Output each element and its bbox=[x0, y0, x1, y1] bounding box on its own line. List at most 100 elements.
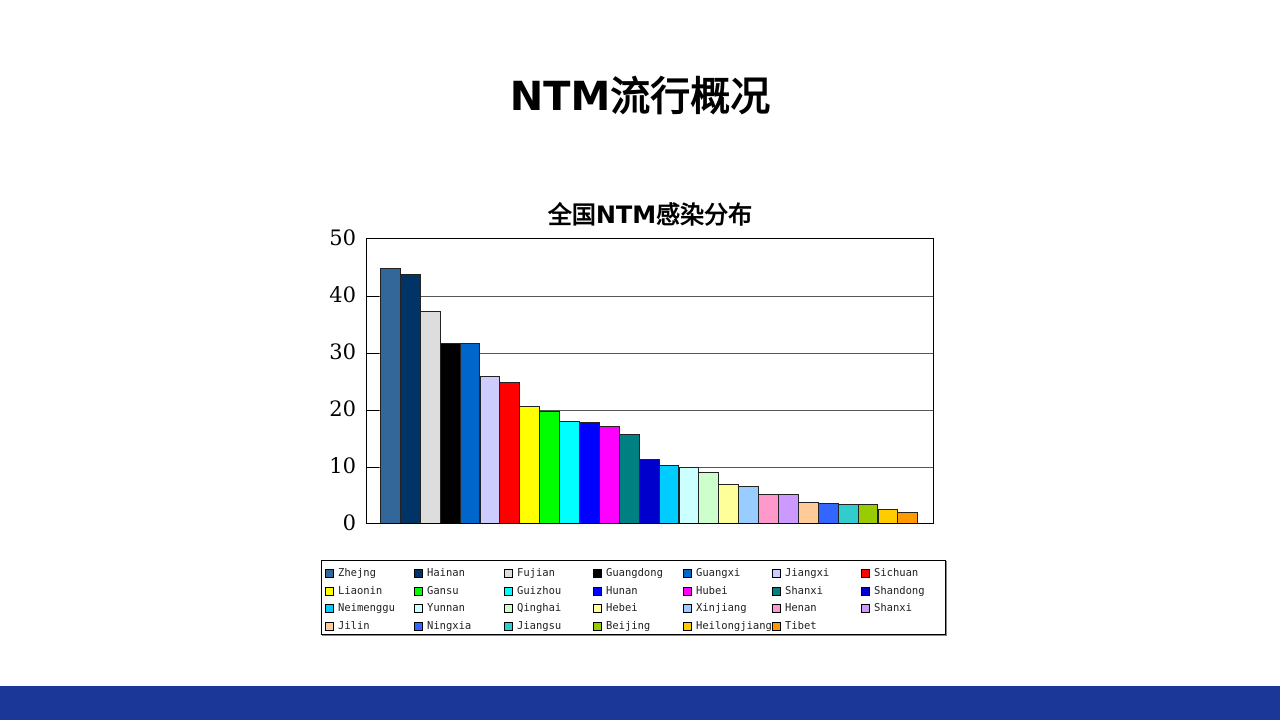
legend-item: Fujian bbox=[504, 566, 555, 580]
legend-item: Heilongjiang bbox=[683, 619, 772, 633]
bar-liaonin bbox=[519, 405, 541, 523]
y-axis-label: 40 bbox=[329, 283, 356, 307]
bar-hunan bbox=[579, 422, 600, 523]
bar-zhejng bbox=[380, 268, 401, 523]
y-axis-label: 20 bbox=[329, 397, 356, 421]
legend-swatch-icon bbox=[414, 621, 423, 631]
legend-item: Qinghai bbox=[504, 601, 561, 615]
legend-swatch-icon bbox=[683, 603, 692, 613]
y-tick bbox=[367, 353, 379, 354]
legend-label: Shanxi bbox=[785, 585, 823, 597]
bar-shanxi bbox=[618, 434, 640, 523]
gridline bbox=[367, 353, 933, 354]
legend-swatch-icon bbox=[593, 621, 602, 631]
legend-swatch-icon bbox=[772, 568, 781, 578]
legend-label: Jilin bbox=[338, 620, 370, 632]
legend-swatch-icon bbox=[325, 621, 334, 631]
legend-swatch-icon bbox=[504, 621, 513, 631]
legend-label: Yunnan bbox=[427, 602, 465, 614]
legend-item: Hebei bbox=[593, 601, 638, 615]
legend-label: Beijing bbox=[606, 620, 651, 632]
legend-label: Heilongjiang bbox=[696, 620, 772, 632]
legend-swatch-icon bbox=[861, 586, 870, 596]
gridline bbox=[367, 410, 933, 411]
legend-swatch-icon bbox=[772, 586, 781, 596]
legend-swatch-icon bbox=[414, 568, 423, 578]
bar-tibet bbox=[897, 512, 919, 523]
legend-label: Jiangxi bbox=[785, 567, 830, 579]
legend-label: Fujian bbox=[517, 567, 555, 579]
bar-henan bbox=[758, 493, 779, 523]
bar-qinghai bbox=[698, 471, 720, 523]
legend-swatch-icon bbox=[683, 586, 692, 596]
legend-item: Jiangxi bbox=[772, 566, 829, 580]
y-axis-label: 0 bbox=[342, 511, 356, 535]
bar-fujian bbox=[419, 310, 441, 523]
legend-swatch-icon bbox=[772, 621, 781, 631]
bar-yunnan bbox=[678, 467, 700, 523]
legend-swatch-icon bbox=[504, 586, 513, 596]
bar-sichuan bbox=[499, 381, 521, 523]
legend-item: Ningxia bbox=[414, 619, 471, 633]
legend-label: Liaonin bbox=[338, 585, 383, 597]
legend-swatch-icon bbox=[325, 568, 334, 578]
legend-swatch-icon bbox=[772, 603, 781, 613]
legend-item: Shandong bbox=[861, 584, 925, 598]
legend-label: Guangxi bbox=[696, 567, 741, 579]
legend-item: Guangdong bbox=[593, 566, 663, 580]
bar-shandong bbox=[638, 459, 660, 523]
legend-label: Ningxia bbox=[427, 620, 472, 632]
bar-hebei bbox=[718, 483, 740, 523]
legend-label: Jiangsu bbox=[517, 620, 562, 632]
bar-guizhou bbox=[559, 420, 580, 523]
legend-item: Hunan bbox=[593, 584, 638, 598]
plot-area bbox=[366, 238, 934, 524]
legend-swatch-icon bbox=[414, 586, 423, 596]
chart-title: 全国NTM感染分布 bbox=[547, 201, 753, 229]
legend-swatch-icon bbox=[325, 586, 334, 596]
slide-title: NTM流行概况 bbox=[509, 74, 771, 120]
legend-item: Jiangsu bbox=[504, 619, 561, 633]
legend-swatch-icon bbox=[325, 603, 334, 613]
legend-item: Guangxi bbox=[683, 566, 740, 580]
legend-item: Jilin bbox=[325, 619, 370, 633]
legend-item: Gansu bbox=[414, 584, 459, 598]
legend-swatch-icon bbox=[593, 586, 602, 596]
bar-guangxi bbox=[459, 342, 481, 523]
legend-item: Zhejng bbox=[325, 566, 376, 580]
bar-gansu bbox=[539, 410, 561, 523]
legend-item: Guizhou bbox=[504, 584, 561, 598]
bar-neimenggu bbox=[658, 465, 680, 523]
legend-swatch-icon bbox=[683, 568, 692, 578]
legend-item: Beijing bbox=[593, 619, 650, 633]
legend-swatch-icon bbox=[504, 568, 513, 578]
bar-guangdong bbox=[439, 342, 461, 523]
legend-item: Shanxi bbox=[772, 584, 823, 598]
legend-label: Shanxi bbox=[874, 602, 912, 614]
bar-jilin bbox=[797, 501, 819, 523]
legend-swatch-icon bbox=[861, 603, 870, 613]
legend-item: Xinjiang bbox=[683, 601, 747, 615]
y-tick bbox=[367, 410, 379, 411]
chart-legend: Zhejng Hainan Fujian Guangdong Guangxi Jiangx… bbox=[321, 560, 946, 635]
gridline bbox=[367, 296, 933, 297]
legend-item: Sichuan bbox=[861, 566, 918, 580]
legend-label: Zhejng bbox=[338, 567, 376, 579]
legend-item: Henan bbox=[772, 601, 817, 615]
bar-xinjiang bbox=[738, 485, 760, 523]
legend-item: Hainan bbox=[414, 566, 465, 580]
bar-hubei bbox=[598, 426, 620, 523]
legend-label: Hainan bbox=[427, 567, 465, 579]
y-axis-label: 10 bbox=[329, 454, 356, 478]
legend-item: Tibet bbox=[772, 619, 817, 633]
legend-swatch-icon bbox=[593, 603, 602, 613]
legend-label: Guizhou bbox=[517, 585, 562, 597]
legend-swatch-icon bbox=[861, 568, 870, 578]
bar-heilongjiang bbox=[877, 509, 899, 523]
legend-swatch-icon bbox=[593, 568, 602, 578]
legend-label: Henan bbox=[785, 602, 817, 614]
bar-hainan bbox=[399, 274, 421, 523]
legend-label: Neimenggu bbox=[338, 602, 395, 614]
legend-item: Shanxi bbox=[861, 601, 912, 615]
bar-shanxi bbox=[778, 493, 799, 523]
